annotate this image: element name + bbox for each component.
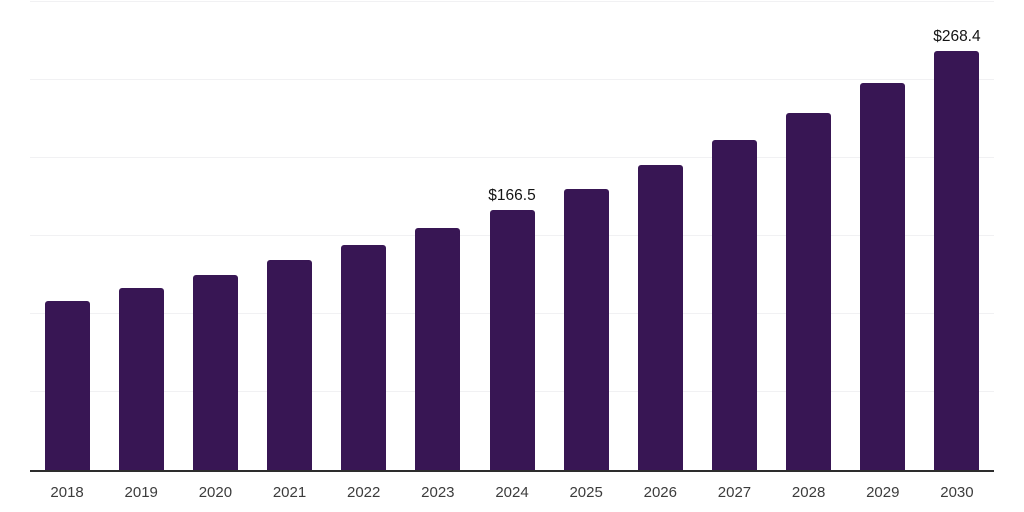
x-tick-2029: 2029 [866, 484, 900, 501]
bar-2024 [489, 210, 535, 470]
bar-2029 [860, 82, 906, 470]
x-tick-2030: 2030 [940, 484, 974, 501]
value-label-2024: $166.5 [488, 187, 536, 205]
x-tick-2027: 2027 [717, 484, 752, 501]
bar-2021 [267, 260, 313, 470]
x-tick-2023: 2023 [421, 484, 455, 501]
x-axis-labels: 2018 2019 2020 2021 2022 2023 2024 2025 2026 2027… [30, 484, 994, 508]
gridline-300 [30, 1, 994, 2]
bar-2023 [415, 228, 461, 470]
bar-2026 [637, 165, 683, 470]
x-tick-2024: 2024 [495, 484, 529, 501]
x-tick-2022: 2022 [347, 484, 381, 501]
gridline-200 [30, 157, 994, 158]
bar-2022 [341, 245, 387, 470]
gridline-250 [30, 79, 994, 80]
x-tick-2020: 2020 [198, 484, 233, 501]
x-tick-2021: 2021 [272, 484, 307, 501]
x-tick-2018: 2018 [50, 484, 84, 501]
x-tick-2019: 2019 [124, 484, 158, 501]
bar-2027 [711, 140, 757, 470]
x-tick-2028: 2028 [791, 484, 826, 501]
x-tick-2025: 2025 [569, 484, 603, 501]
bar-2025 [563, 188, 609, 470]
bar-2018 [44, 301, 90, 470]
bar-2030 [934, 51, 980, 470]
x-tick-2026: 2026 [643, 484, 677, 501]
bar-2019 [118, 287, 164, 470]
plot-area: $166.5 $268.4 [30, 1, 994, 472]
value-label-2030: $268.4 [933, 28, 981, 46]
bar-2020 [192, 275, 238, 470]
bar-2028 [786, 112, 832, 470]
